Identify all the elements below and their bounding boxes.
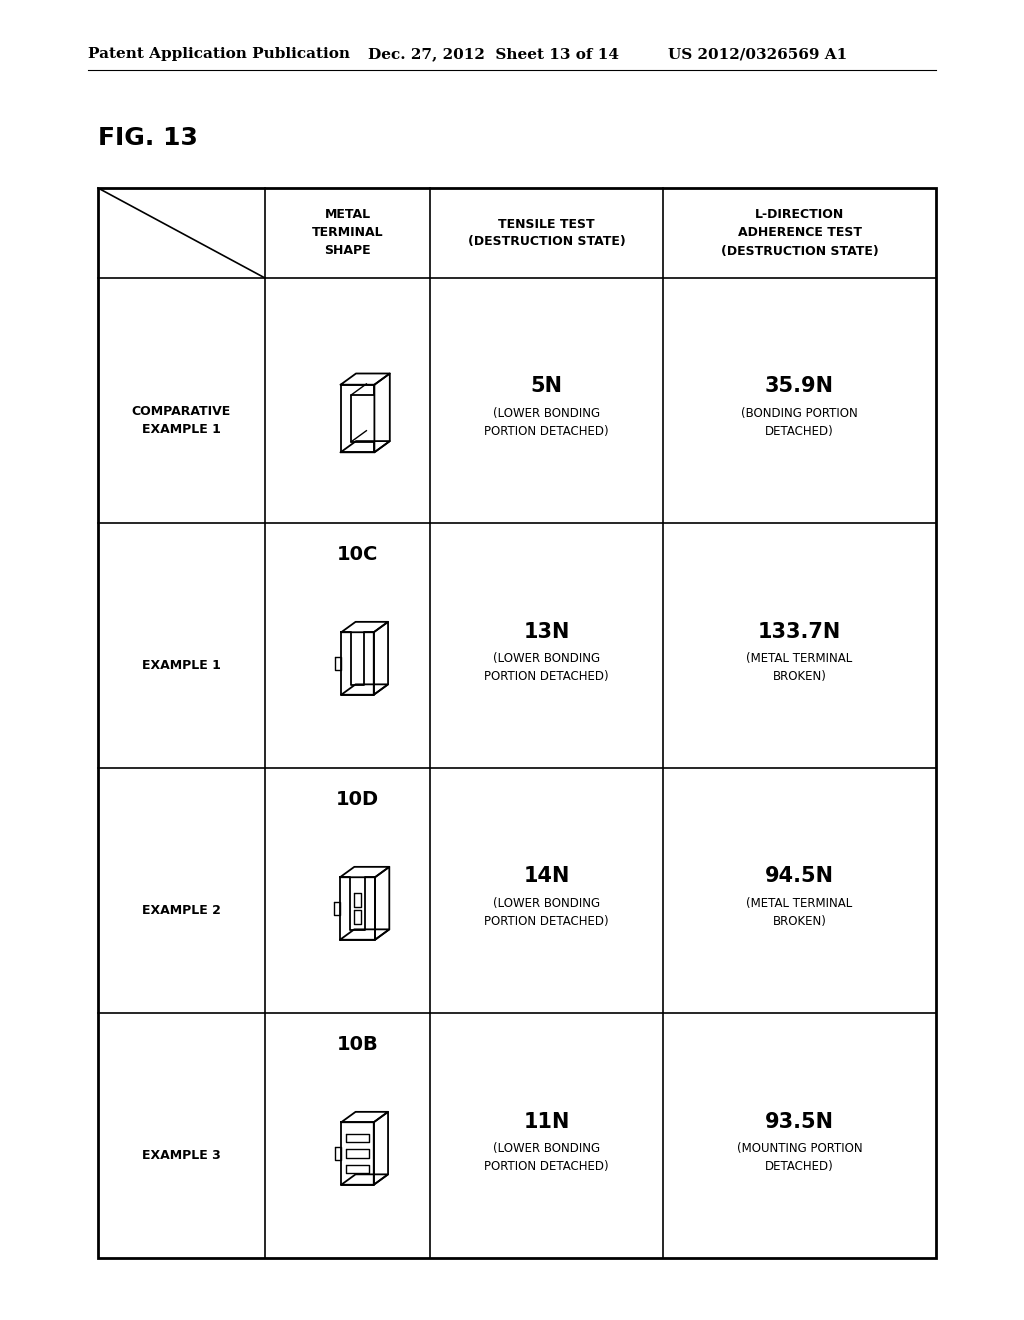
Text: 11N: 11N — [523, 1111, 569, 1131]
Text: (LOWER BONDING
PORTION DETACHED): (LOWER BONDING PORTION DETACHED) — [484, 407, 609, 438]
Text: 13N: 13N — [523, 622, 569, 642]
Text: 10B: 10B — [337, 1035, 379, 1053]
Text: (METAL TERMINAL
BROKEN): (METAL TERMINAL BROKEN) — [746, 652, 853, 682]
Text: Dec. 27, 2012  Sheet 13 of 14: Dec. 27, 2012 Sheet 13 of 14 — [368, 48, 618, 61]
Text: 94.5N: 94.5N — [765, 866, 834, 887]
Text: EXAMPLE 3: EXAMPLE 3 — [142, 1148, 221, 1162]
Text: TENSILE TEST
(DESTRUCTION STATE): TENSILE TEST (DESTRUCTION STATE) — [468, 218, 626, 248]
Text: FIG. 13: FIG. 13 — [98, 125, 198, 150]
Text: 5N: 5N — [530, 376, 562, 396]
Text: (MOUNTING PORTION
DETACHED): (MOUNTING PORTION DETACHED) — [736, 1142, 862, 1173]
Text: (LOWER BONDING
PORTION DETACHED): (LOWER BONDING PORTION DETACHED) — [484, 652, 609, 682]
Text: (LOWER BONDING
PORTION DETACHED): (LOWER BONDING PORTION DETACHED) — [484, 898, 609, 928]
Bar — [98, 187, 936, 1258]
Text: 14N: 14N — [523, 866, 569, 887]
Text: EXAMPLE 2: EXAMPLE 2 — [142, 904, 221, 917]
Text: Patent Application Publication: Patent Application Publication — [88, 48, 350, 61]
Text: 10C: 10C — [337, 545, 378, 564]
Text: (LOWER BONDING
PORTION DETACHED): (LOWER BONDING PORTION DETACHED) — [484, 1142, 609, 1173]
Text: (METAL TERMINAL
BROKEN): (METAL TERMINAL BROKEN) — [746, 898, 853, 928]
Text: METAL
TERMINAL
SHAPE: METAL TERMINAL SHAPE — [311, 209, 383, 257]
Text: 35.9N: 35.9N — [765, 376, 834, 396]
Text: COMPARATIVE
EXAMPLE 1: COMPARATIVE EXAMPLE 1 — [132, 405, 231, 436]
Text: 133.7N: 133.7N — [758, 622, 841, 642]
Text: EXAMPLE 1: EXAMPLE 1 — [142, 659, 221, 672]
Text: 10D: 10D — [336, 789, 379, 809]
Text: (BONDING PORTION
DETACHED): (BONDING PORTION DETACHED) — [741, 407, 858, 438]
Text: 93.5N: 93.5N — [765, 1111, 834, 1131]
Text: L-DIRECTION
ADHERENCE TEST
(DESTRUCTION STATE): L-DIRECTION ADHERENCE TEST (DESTRUCTION … — [721, 209, 879, 257]
Text: US 2012/0326569 A1: US 2012/0326569 A1 — [668, 48, 847, 61]
